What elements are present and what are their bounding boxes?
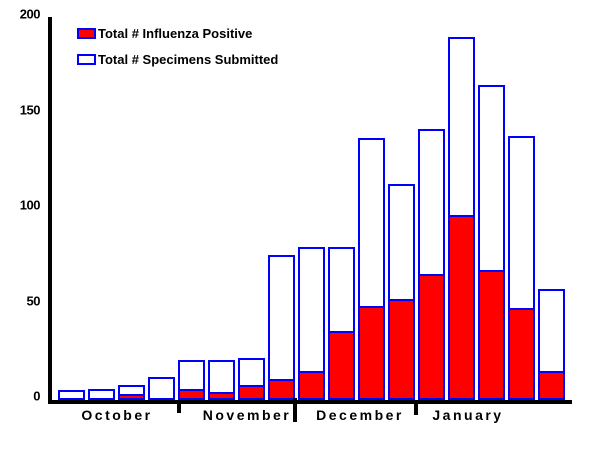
- month-divider-dec-jan: [414, 403, 418, 415]
- positive-bar-week-7: [238, 384, 265, 400]
- positive-bar-week-17: [538, 371, 565, 400]
- positive-bar-week-5: [178, 388, 205, 400]
- positive-bar-week-9: [298, 371, 325, 400]
- month-label-november: November: [202, 407, 292, 423]
- y-axis-line: [48, 17, 52, 404]
- specimens-bar-week-1: [58, 390, 85, 400]
- positive-bar-week-3: [118, 394, 145, 400]
- positive-bar-week-16: [508, 308, 535, 400]
- legend-swatch-influenza-positive: [77, 28, 96, 39]
- month-label-january: January: [432, 407, 504, 423]
- legend-label-specimens-submitted: Total # Specimens Submitted: [98, 52, 279, 67]
- positive-bar-week-11: [358, 306, 385, 400]
- y-tick-label-0: 0: [33, 388, 40, 404]
- specimens-bar-week-8: [268, 254, 295, 400]
- month-label-december: December: [316, 407, 404, 423]
- positive-bar-week-15: [478, 270, 505, 400]
- positive-bar-week-12: [388, 298, 415, 400]
- x-axis-line: [48, 400, 572, 404]
- legend-swatch-specimens-submitted: [77, 54, 96, 65]
- month-divider-nov-dec: [293, 398, 297, 422]
- legend-item-specimens-submitted: Total # Specimens Submitted: [77, 52, 278, 67]
- month-label-october: October: [81, 407, 153, 423]
- specimens-bar-week-2: [88, 388, 115, 400]
- positive-bar-week-10: [328, 331, 355, 400]
- positive-bar-week-6: [208, 392, 235, 400]
- y-tick-label-200: 200: [19, 6, 41, 22]
- month-divider-oct-nov: [177, 403, 181, 413]
- positive-bar-week-8: [268, 378, 295, 400]
- y-tick-label-150: 150: [19, 102, 41, 117]
- specimens-bar-week-4: [148, 377, 175, 400]
- legend-label-influenza-positive: Total # Influenza Positive: [98, 26, 253, 41]
- positive-bar-week-13: [418, 273, 445, 400]
- legend-item-influenza-positive: Total # Influenza Positive: [77, 26, 252, 41]
- y-tick-label-100: 100: [19, 197, 41, 213]
- y-tick-label-50: 50: [26, 293, 41, 308]
- positive-bar-week-14: [448, 214, 475, 400]
